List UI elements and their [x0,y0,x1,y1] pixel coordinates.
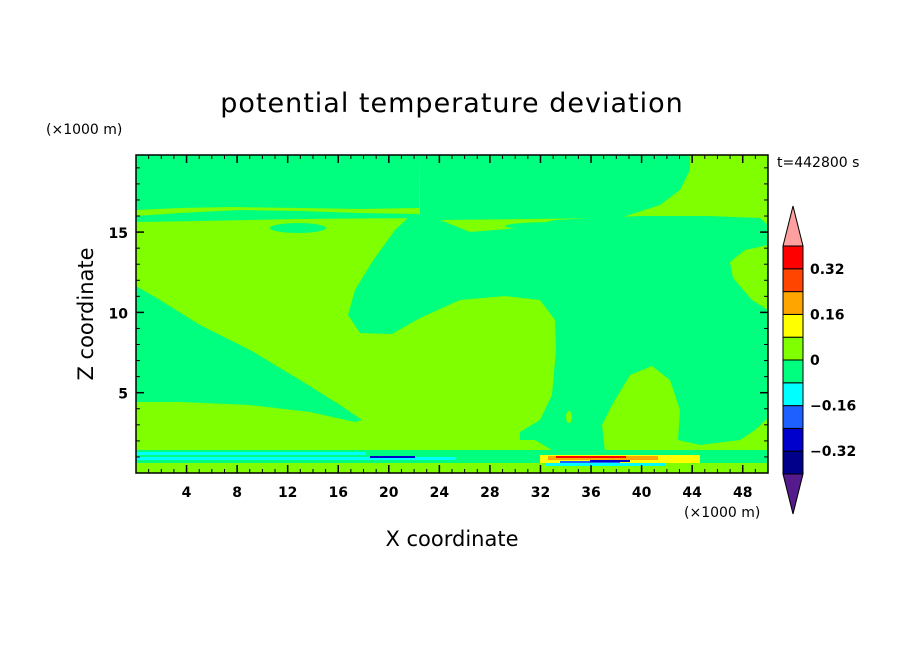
colorbar: 0.32 0.16 0 −0.16 −0.32 [782,205,856,515]
colorbar-box [782,405,804,429]
surface-band-bottom [136,463,768,473]
x-tick-label: 48 [733,485,752,501]
y-axis-ticks: 5 10 15 [109,167,768,458]
anomaly-red [556,456,626,458]
x-tick-label: 4 [182,485,192,501]
colorbar-box [782,450,804,475]
colorbar-box [782,427,804,452]
contour-field [136,155,768,473]
colorbar-box [782,336,804,361]
colorbar-box [782,291,804,315]
chart-title: potential temperature deviation [220,88,683,119]
colorbar-box [782,382,804,407]
small-blob [566,411,572,423]
surface-band-cyan-3 [136,460,768,463]
colorbar-label: 0 [810,353,820,369]
x-tick-label: 24 [430,485,450,501]
x-tick-label: 20 [379,485,399,501]
y-tick-label: 15 [109,226,128,242]
colorbar-label: 0.16 [810,307,845,323]
colorbar-box [782,359,804,384]
x-tick-label: 8 [232,485,242,501]
colorbar-box [782,245,804,270]
x-tick-label: 16 [328,485,347,501]
surface-band-blue [370,456,415,458]
surface-band-cyan-2 [136,457,456,460]
negative-region-top-left [136,155,419,210]
anomaly-cyan [545,463,665,466]
x-tick-label: 12 [278,485,297,501]
colorbar-upper-triangle [782,205,804,247]
colorbar-label: 0.32 [810,262,845,278]
negative-blob-top-left [270,223,326,233]
x-unit-label: (×1000 m) [684,505,760,521]
colorbar-box [782,313,804,338]
negative-blob-top-mid [505,222,615,230]
x-tick-label: 40 [632,485,652,501]
x-tick-label: 28 [480,485,499,501]
colorbar-box [782,268,804,293]
colorbar-label: −0.32 [810,444,856,460]
anomaly-darkblue [590,460,630,462]
x-tick-label: 36 [581,485,600,501]
y-tick-label: 5 [118,387,128,403]
x-tick-label: 44 [682,485,702,501]
y-tick-label: 10 [109,306,129,322]
time-label: t=442800 s [777,155,859,171]
negative-band-top [136,210,419,222]
surface-band-cyan-1 [136,452,366,455]
y-axis-label: Z coordinate [74,247,98,380]
negative-region-upper [348,155,768,458]
colorbar-lower-triangle [782,473,804,515]
x-axis-label: X coordinate [385,527,518,551]
negative-region-left [136,286,362,422]
y-unit-label: (×1000 m) [46,122,122,138]
x-axis-ticks: 4 8 12 16 20 24 28 32 36 40 44 48 [148,155,756,501]
x-tick-label: 32 [531,485,550,501]
colorbar-label: −0.16 [810,399,856,415]
